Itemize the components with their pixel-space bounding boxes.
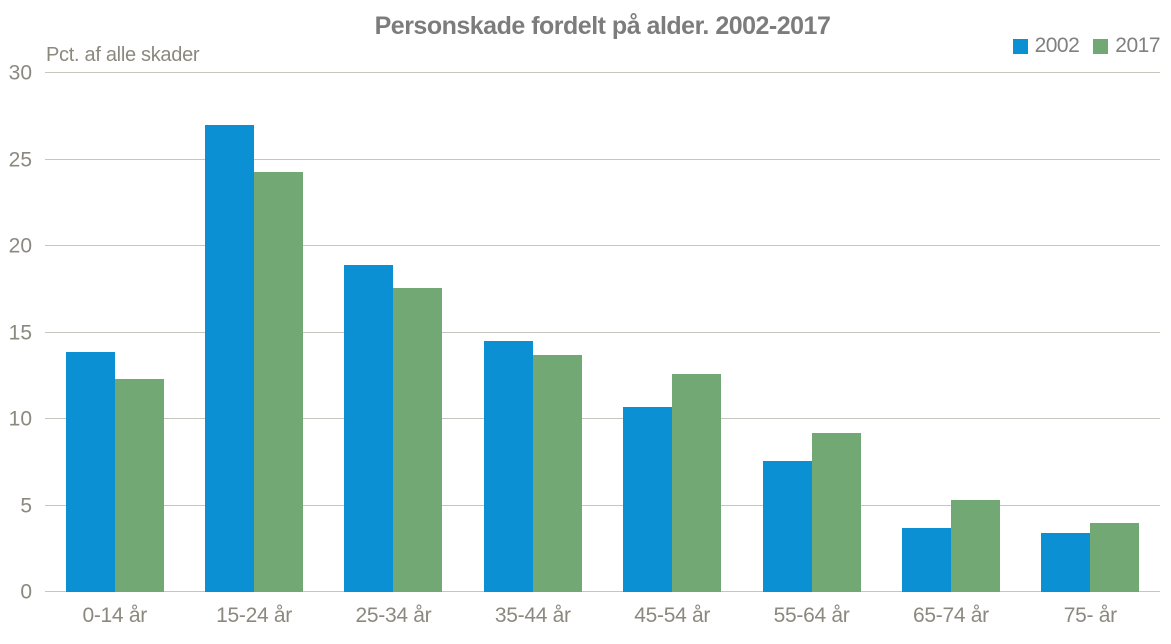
legend-label: 2017	[1115, 34, 1160, 57]
gridline-10	[45, 418, 1160, 419]
bar-group-55-64 år	[742, 73, 881, 592]
x-tick-label-0-14 år: 0-14 år	[82, 604, 147, 627]
x-tick-label-55-64 år: 55-64 år	[773, 604, 850, 627]
y-tick-label-15: 15	[8, 321, 32, 344]
x-tick-label-25-34 år: 25-34 år	[355, 604, 432, 627]
gridline-20	[45, 245, 1160, 246]
plot-area	[45, 72, 1160, 592]
bar-group-25-34 år	[324, 73, 463, 592]
y-tick-label-30: 30	[8, 61, 32, 85]
gridline-15	[45, 331, 1160, 333]
x-tick-label-65-74 år: 65-74 år	[913, 604, 989, 627]
x-tick-label-15-24 år: 15-24 år	[216, 604, 292, 627]
y-tick-label-5: 5	[20, 494, 32, 517]
bar-2017-25-34 år	[393, 287, 443, 592]
legend-swatch-icon	[1093, 38, 1109, 54]
x-tick-label-45-54 år: 45-54 år	[634, 604, 711, 627]
bar-2002-65-74 år	[901, 528, 951, 592]
bar-group-0-14 år	[45, 73, 184, 592]
bar-group-15-24 år	[184, 73, 323, 592]
bar-2002-45-54 år	[623, 406, 673, 592]
bar-2002-15-24 år	[205, 124, 255, 592]
bar-2017-55-64 år	[811, 432, 861, 592]
gridline-0	[45, 591, 1160, 592]
x-tick-label-35-44 år: 35-44 år	[494, 604, 571, 627]
bar-2002-75- år	[1041, 533, 1091, 592]
bar-2017-35-44 år	[532, 355, 582, 592]
bar-2017-75- år	[1090, 522, 1140, 592]
bar-2002-35-44 år	[483, 341, 533, 592]
legend-item-2002: 2002	[1012, 34, 1080, 58]
gridline-5	[45, 504, 1160, 506]
x-axis: 0-14 år 15-24 år 25-34 år 35-44 år 45-54 år 5…	[45, 604, 1160, 628]
y-tick-label-25: 25	[8, 148, 32, 171]
legend-swatch-icon	[1012, 38, 1028, 54]
y-tick-label-20: 20	[8, 234, 32, 258]
bar-group-65-74 år	[881, 73, 1020, 592]
gridline-25	[45, 158, 1160, 160]
legend: 2002 2017	[1006, 34, 1160, 58]
chart-title: Personskade fordelt på alder. 2002-2017	[374, 12, 831, 40]
y-tick-label-0: 0	[20, 580, 32, 604]
y-tick-label-10: 10	[8, 407, 32, 431]
bar-2017-15-24 år	[254, 171, 304, 592]
bar-group-35-44 år	[463, 73, 602, 592]
bar-group-75- år	[1021, 73, 1160, 592]
legend-item-2017: 2017	[1093, 34, 1160, 58]
bar-2017-45-54 år	[672, 374, 722, 592]
bar-2017-0-14 år	[114, 379, 164, 592]
bar-2002-25-34 år	[344, 265, 394, 592]
bar-group-45-54 år	[603, 73, 742, 592]
y-axis-unit-label: Pct. af alle skader	[46, 44, 200, 66]
legend-label: 2002	[1034, 34, 1080, 57]
bar-groups	[45, 73, 1160, 592]
x-tick-label-75- år: 75- år	[1063, 604, 1117, 627]
y-axis: 0 5 10 15 20 25 30	[0, 63, 32, 603]
bar-2002-55-64 år	[762, 460, 812, 592]
gridline-30	[45, 72, 1160, 73]
bar-2017-65-74 år	[950, 500, 1000, 592]
bar-2002-0-14 år	[65, 351, 115, 592]
